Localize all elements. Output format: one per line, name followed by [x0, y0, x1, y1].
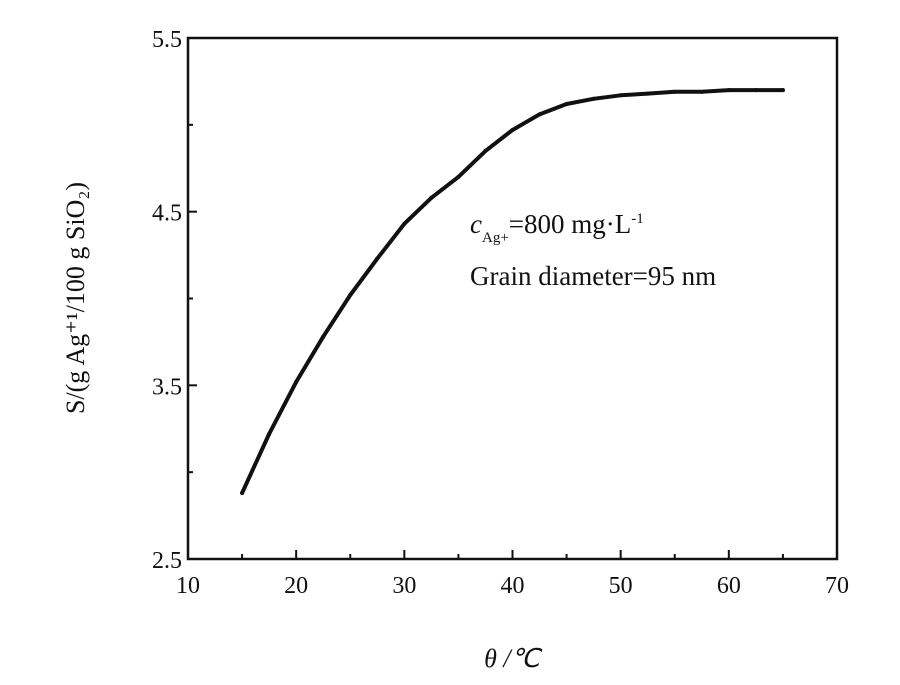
- series-line: [240, 88, 785, 495]
- data-point: [429, 195, 434, 200]
- annotation-concentration: cAg+=800 mg·L-1: [470, 209, 644, 246]
- data-point: [483, 148, 488, 153]
- y-tick-label: 4.5: [152, 201, 182, 227]
- x-tick-label: 10: [176, 573, 200, 599]
- data-point: [348, 293, 353, 298]
- data-point: [240, 491, 245, 496]
- data-point: [564, 101, 569, 106]
- data-point: [510, 128, 515, 133]
- data-point: [456, 174, 461, 179]
- y-tick-label: 3.5: [152, 374, 182, 400]
- series-points: [240, 88, 785, 496]
- data-point: [321, 334, 326, 339]
- x-tick-label: 20: [284, 573, 308, 599]
- annotation-conc-symbol: c: [470, 209, 482, 239]
- x-tick-label: 50: [609, 573, 633, 599]
- y-axis-label: S/(g Ag⁺¹/100 g SiO₂): [61, 182, 90, 414]
- annotation-conc-subscript: Ag+: [482, 230, 509, 246]
- data-point: [294, 379, 299, 384]
- y-tick-label: 2.5: [152, 548, 182, 574]
- data-point: [753, 88, 758, 93]
- plot-frame: [186, 36, 839, 561]
- x-tick-label: 60: [717, 573, 741, 599]
- data-point: [618, 93, 623, 98]
- data-point: [780, 88, 785, 93]
- annotation-grain-diameter: Grain diameter=95 nm: [470, 261, 716, 291]
- axis-ticks: 10 20 30 40 50 60 70 2.5 3.5 4.5 5.5: [152, 27, 849, 599]
- data-point: [267, 431, 272, 436]
- data-point: [726, 88, 731, 93]
- x-tick-label: 30: [392, 573, 416, 599]
- data-point: [672, 89, 677, 94]
- annotation-conc-exponent: -1: [631, 211, 644, 227]
- x-axis-label: θ /℃: [484, 644, 542, 673]
- x-tick-label: 40: [501, 573, 525, 599]
- y-tick-label: 5.5: [152, 27, 182, 53]
- data-point: [645, 91, 650, 96]
- x-tick-label: 70: [825, 573, 849, 599]
- annotation-conc-value: =800 mg·L: [509, 209, 631, 239]
- data-point: [591, 96, 596, 101]
- data-point: [375, 256, 380, 261]
- data-point: [537, 112, 542, 117]
- data-point: [699, 89, 704, 94]
- data-point: [402, 221, 407, 226]
